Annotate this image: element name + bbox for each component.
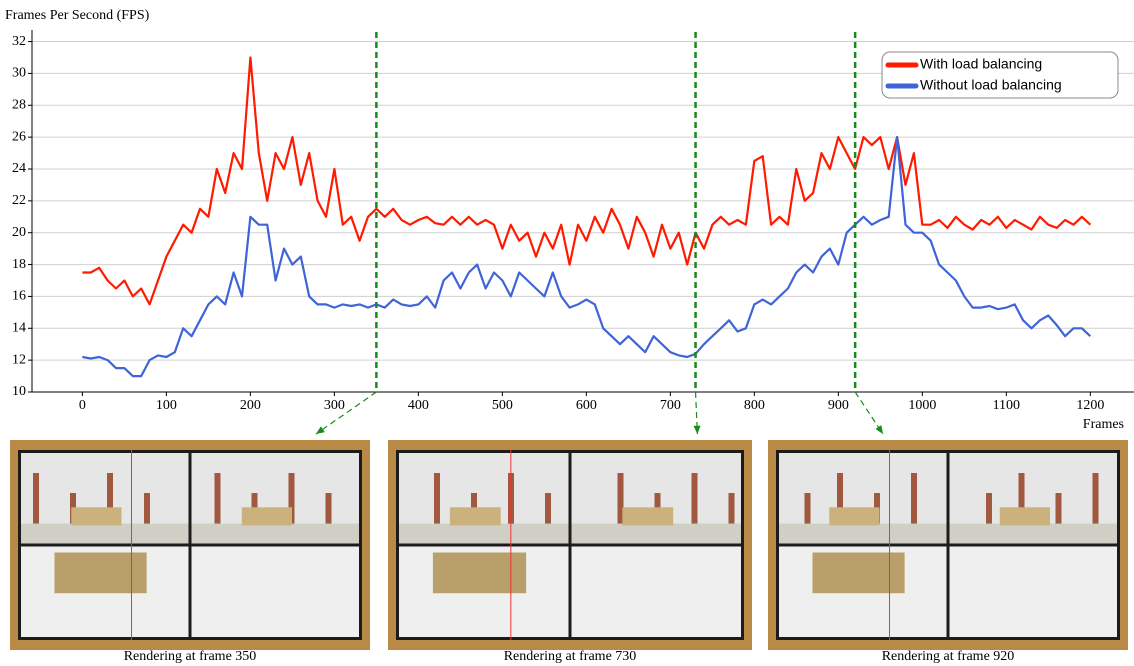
arrow-head bbox=[316, 426, 325, 434]
chimney bbox=[33, 473, 39, 524]
screen bbox=[192, 547, 360, 638]
building bbox=[71, 507, 121, 525]
building bbox=[829, 507, 879, 525]
arrow-head bbox=[694, 426, 701, 434]
y-tick-label: 20 bbox=[12, 225, 26, 240]
photo-caption: Rendering at frame 350 bbox=[124, 649, 257, 664]
y-tick-label: 26 bbox=[12, 129, 26, 144]
ground bbox=[950, 524, 1118, 544]
chimney bbox=[1056, 493, 1062, 524]
x-tick-label: 700 bbox=[660, 398, 681, 413]
x-tick-label: 900 bbox=[828, 398, 849, 413]
chimney bbox=[434, 473, 440, 524]
x-tick-label: 1100 bbox=[993, 398, 1020, 413]
x-tick-label: 600 bbox=[576, 398, 597, 413]
chimney bbox=[805, 493, 811, 524]
y-axis-label: Frames Per Second (FPS) bbox=[5, 8, 150, 23]
x-axis-label: Frames bbox=[1083, 417, 1124, 432]
y-tick-label: 16 bbox=[12, 289, 26, 304]
chimney bbox=[215, 473, 221, 524]
building bbox=[242, 507, 292, 525]
chimney bbox=[986, 493, 992, 524]
chimney bbox=[729, 493, 735, 524]
y-tick-label: 14 bbox=[12, 321, 26, 336]
legend: With load balancing Without load balancin… bbox=[882, 52, 1118, 98]
chimney bbox=[144, 493, 150, 524]
chimney bbox=[692, 473, 698, 524]
x-tick-label: 400 bbox=[408, 398, 429, 413]
series-line bbox=[82, 137, 1090, 376]
ground bbox=[192, 524, 360, 544]
y-tick-label: 32 bbox=[12, 34, 26, 49]
building bbox=[1000, 507, 1050, 525]
y-tick-label: 24 bbox=[12, 161, 26, 176]
x-tick-label: 100 bbox=[156, 398, 177, 413]
ground bbox=[21, 524, 189, 544]
figure: Frames Per Second (FPS) Frames 10 12 14 16 1… bbox=[0, 0, 1134, 666]
legend-label: With load balancing bbox=[920, 56, 1042, 72]
x-tick-label: 200 bbox=[240, 398, 261, 413]
x-tick-label: 300 bbox=[324, 398, 345, 413]
chimney bbox=[545, 493, 551, 524]
building bbox=[622, 507, 673, 525]
ground bbox=[779, 524, 947, 544]
chimney bbox=[326, 493, 332, 524]
x-tick-label: 1000 bbox=[908, 398, 936, 413]
photo-caption: Rendering at frame 920 bbox=[882, 649, 1015, 664]
arrow-head bbox=[875, 425, 883, 434]
building bbox=[433, 553, 526, 594]
ground bbox=[399, 524, 569, 544]
y-tick-label: 10 bbox=[12, 384, 26, 399]
photo-caption: Rendering at frame 730 bbox=[504, 649, 637, 664]
building bbox=[813, 553, 905, 594]
x-tick-label: 800 bbox=[744, 398, 765, 413]
screen bbox=[572, 547, 742, 638]
building bbox=[55, 553, 147, 594]
chimney bbox=[1093, 473, 1099, 524]
x-tick-label: 500 bbox=[492, 398, 513, 413]
ground bbox=[572, 524, 742, 544]
photos: Rendering at frame 350 Rendering at frame… bbox=[10, 440, 1128, 664]
building bbox=[450, 507, 501, 525]
y-tick-label: 12 bbox=[12, 352, 26, 367]
y-tick-label: 18 bbox=[12, 257, 26, 272]
y-tick-label: 28 bbox=[12, 97, 26, 112]
screen bbox=[950, 547, 1118, 638]
legend-label: Without load balancing bbox=[920, 77, 1062, 93]
chimney bbox=[911, 473, 917, 524]
x-tick-label: 0 bbox=[79, 398, 86, 413]
x-tick-label: 1200 bbox=[1076, 398, 1104, 413]
y-tick-label: 22 bbox=[12, 193, 26, 208]
y-tick-label: 30 bbox=[12, 66, 26, 81]
